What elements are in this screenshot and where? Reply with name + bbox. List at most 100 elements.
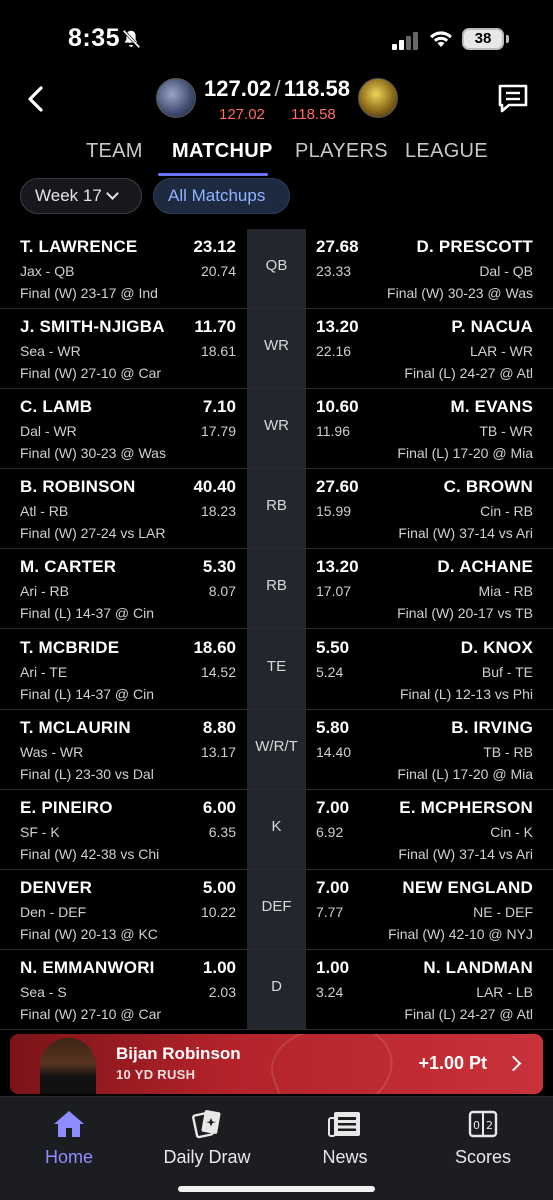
player-points: 7.10: [202, 397, 236, 416]
player-name: P. NACUA: [451, 317, 533, 336]
projected-points: 10.22: [200, 904, 236, 920]
nav-news[interactable]: News: [290, 1109, 400, 1168]
svg-text:0: 0: [473, 1119, 480, 1132]
position-label: QB: [265, 257, 288, 274]
tab-players[interactable]: PLAYERS: [295, 140, 388, 162]
player-points: 5.50: [316, 638, 350, 657]
score-line: 127.02 / 118.58: [204, 76, 350, 102]
player-points: 5.30: [202, 557, 236, 576]
player-name: T. MCBRIDE: [20, 638, 120, 657]
game-result: Final (L) 23-30 vs Dal: [20, 766, 154, 782]
cards-icon: [192, 1110, 221, 1139]
game-result: Final (W) 20-17 vs TB: [397, 605, 533, 621]
right-team-avatar[interactable]: [358, 78, 398, 118]
right-score: 118.58: [283, 76, 350, 101]
bottom-nav: Home Daily Draw News 0 2 Scores: [0, 1096, 553, 1200]
matchup-row: T. MCLAURIN Was - WR Final (L) 23-30 vs Da…: [0, 710, 553, 790]
matchup-row: T. LAWRENCE Jax - QB Final (W) 23-17 @ Ind…: [0, 229, 553, 309]
player-name: E. PINEIRO: [20, 798, 113, 817]
game-result: Final (W) 37-14 vs Ari: [398, 846, 533, 862]
player-name: M. EVANS: [450, 397, 533, 416]
position-label: D: [271, 978, 282, 995]
player-points: 5.80: [316, 718, 350, 737]
player-team: Sea - WR: [20, 343, 81, 359]
player-name: DENVER: [20, 878, 93, 897]
player-points: 6.00: [202, 798, 236, 817]
wifi-icon: [430, 31, 452, 47]
player-team: Cin - RB: [480, 503, 533, 519]
player-team: Atl - RB: [20, 503, 69, 519]
falcons-logo-watermark: [261, 1034, 405, 1094]
player-points: 8.80: [202, 718, 236, 737]
nav-label-daily-draw: Daily Draw: [163, 1147, 251, 1167]
score-separator: /: [274, 76, 281, 101]
tab-matchup[interactable]: MATCHUP: [172, 140, 273, 162]
matchup-row: E. PINEIRO SF - K Final (W) 42-38 vs Chi 6.…: [0, 790, 553, 870]
chevron-right-icon: [505, 1055, 522, 1072]
player-points: 27.60: [316, 477, 359, 496]
week-dropdown[interactable]: Week 17: [20, 178, 142, 214]
player-points: 13.20: [316, 557, 359, 576]
all-matchups-button[interactable]: All Matchups: [153, 178, 290, 214]
game-result: Final (L) 17-20 @ Mia: [397, 766, 533, 782]
player-points: 10.60: [316, 397, 359, 416]
game-result: Final (W) 27-24 vs LAR: [20, 525, 166, 541]
projected-points: 17.07: [316, 583, 352, 599]
player-name: C. LAMB: [20, 397, 93, 416]
player-name: N. LANDMAN: [423, 958, 533, 977]
player-name: NEW ENGLAND: [402, 878, 533, 897]
player-name: B. IRVING: [451, 718, 533, 737]
position-column: [247, 229, 306, 1030]
left-team-avatar[interactable]: [156, 78, 196, 118]
position-label: WR: [264, 417, 289, 434]
banner-points: +1.00 Pt: [418, 1053, 487, 1073]
matchup-row: J. SMITH-NJIGBA Sea - WR Final (W) 27-10 @…: [0, 309, 553, 389]
status-bar: 8:35 38: [0, 0, 553, 72]
player-name: D. KNOX: [460, 638, 533, 657]
newspaper-icon: [328, 1112, 360, 1137]
projected-points: 18.23: [200, 503, 236, 519]
position-label: TE: [266, 658, 287, 675]
tab-bar: TEAM MATCHUP PLAYERS LEAGUE: [0, 138, 553, 178]
player-team: Buf - TE: [481, 664, 533, 680]
player-points: 40.40: [193, 477, 236, 496]
svg-text:2: 2: [486, 1119, 493, 1132]
projected-points: 3.24: [316, 984, 344, 1000]
player-team: Ari - RB: [20, 583, 69, 599]
projected-points: 14.52: [200, 664, 236, 680]
matchup-row: C. LAMB Dal - WR Final (W) 30-23 @ Was 7.10…: [0, 389, 553, 469]
nav-home[interactable]: Home: [14, 1109, 124, 1168]
chat-icon[interactable]: [496, 82, 530, 114]
live-play-banner[interactable]: Bijan Robinson 10 YD RUSH +1.00 Pt: [10, 1034, 543, 1094]
banner-event: 10 YD RUSH: [116, 1067, 196, 1082]
nav-label-scores: Scores: [454, 1147, 512, 1167]
home-indicator[interactable]: [178, 1186, 375, 1192]
player-team: LAR - LB: [476, 984, 533, 1000]
nav-scores[interactable]: 0 2 Scores: [428, 1109, 538, 1168]
nav-daily-draw[interactable]: Daily Draw: [152, 1109, 262, 1168]
back-button[interactable]: [24, 84, 48, 114]
player-team: NE - DEF: [473, 904, 533, 920]
battery-nub: [506, 35, 509, 43]
player-points: 1.00: [316, 958, 350, 977]
left-projected-score: 127.02: [219, 106, 265, 123]
matchup-row: N. EMMANWORI Sea - S Final (W) 27-10 @ Car…: [0, 950, 553, 1030]
player-points: 23.12: [193, 237, 236, 256]
player-team: Cin - K: [490, 824, 533, 840]
game-result: Final (L) 12-13 vs Phi: [399, 686, 533, 702]
tab-league[interactable]: LEAGUE: [405, 140, 488, 162]
position-label: WR: [264, 337, 289, 354]
matchup-row: B. ROBINSON Atl - RB Final (W) 27-24 vs LA…: [0, 469, 553, 549]
bell-off-icon: [122, 29, 141, 49]
projected-points: 13.17: [200, 744, 236, 760]
position-label: K: [271, 818, 282, 835]
tab-team[interactable]: TEAM: [86, 140, 143, 162]
projected-points: 18.61: [200, 343, 236, 359]
game-result: Final (W) 42-38 vs Chi: [20, 846, 160, 862]
player-points: 1.00: [202, 958, 236, 977]
player-team: LAR - WR: [470, 343, 533, 359]
battery-indicator: 38: [462, 28, 504, 50]
scoreboard-icon: 0 2: [468, 1110, 498, 1138]
position-label: DEF: [261, 898, 292, 915]
game-result: Final (W) 23-17 @ Ind: [20, 285, 158, 301]
